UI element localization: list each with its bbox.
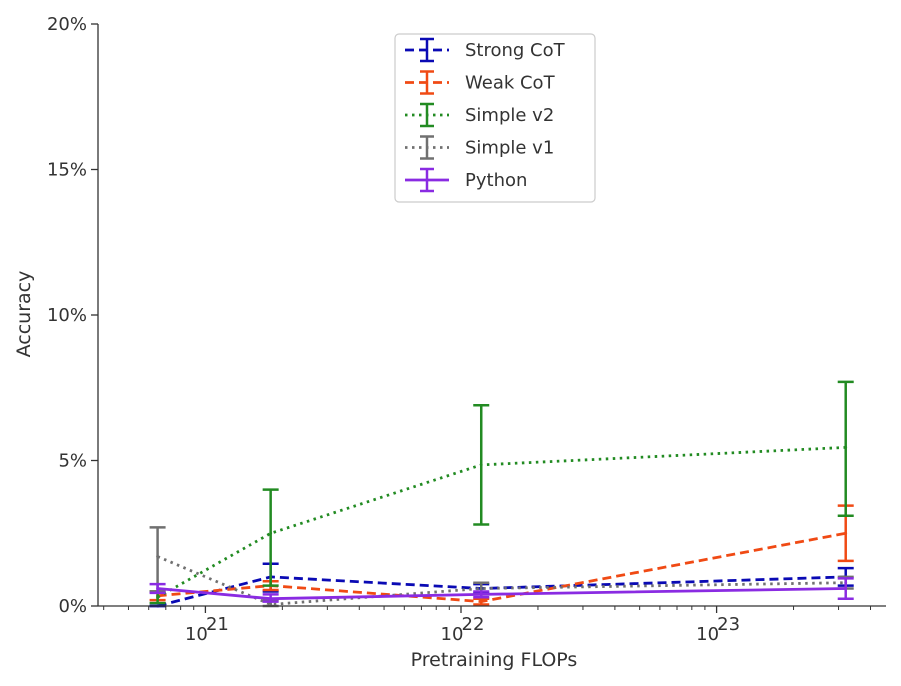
series-line: [157, 531, 846, 604]
data-point: [479, 587, 483, 590]
y-tick-label: 5%: [58, 451, 87, 472]
x-axis-label: Pretraining FLOPs: [411, 649, 578, 671]
x-tick-exponent: 21: [206, 614, 229, 635]
x-tick-label: 10: [441, 624, 464, 645]
legend: Strong CoT Weak CoT Simple v2 Simple v1 Pyth…: [394, 33, 596, 203]
legend-label: Simple v2: [465, 105, 554, 126]
x-tick-label: 10: [696, 624, 719, 645]
data-point: [479, 592, 483, 596]
plot-series-layer: [149, 380, 854, 608]
series-line: [157, 587, 846, 601]
x-tick-exponent: 23: [717, 614, 740, 635]
data-point: [269, 603, 273, 606]
legend-item: Simple v2: [405, 102, 554, 128]
data-point: [844, 446, 848, 449]
series-python: [149, 577, 854, 603]
y-tick-label: 20%: [47, 14, 87, 35]
y-axis-label: Accuracy: [13, 271, 35, 358]
data-point: [269, 597, 273, 601]
legend-label: Weak CoT: [465, 73, 556, 94]
legend-label: Python: [465, 170, 527, 191]
data-point: [479, 463, 483, 467]
y-tick-label: 15%: [47, 160, 87, 181]
x-tick-exponent: 22: [462, 614, 485, 635]
legend-label: Strong CoT: [465, 40, 566, 61]
series-simple-v2: [149, 380, 854, 605]
x-tick-label: 10: [185, 624, 208, 645]
data-point: [844, 531, 848, 535]
data-point: [156, 555, 159, 558]
data-point: [156, 587, 159, 590]
legend-item: Simple v1: [405, 135, 554, 160]
legend-item: Weak CoT: [405, 70, 556, 95]
legend-label: Simple v1: [465, 138, 554, 159]
series-line: [156, 446, 846, 599]
legend-item: Python: [405, 167, 527, 193]
y-tick-label: 10%: [47, 305, 87, 326]
data-point: [844, 587, 848, 590]
legend-frame: [394, 33, 596, 203]
legend-item: Strong CoT: [405, 37, 566, 63]
data-point: [156, 595, 159, 599]
data-point: [479, 600, 483, 604]
data-point: [269, 531, 273, 535]
y-tick-label: 0%: [58, 596, 87, 617]
